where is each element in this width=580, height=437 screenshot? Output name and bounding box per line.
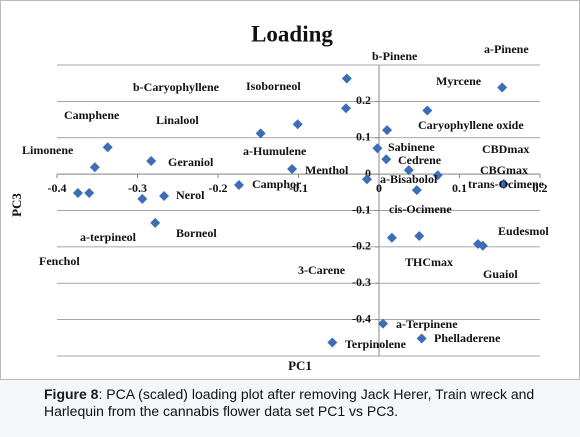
y-axis-label: PC3 (9, 193, 24, 217)
point-label: b-Caryophyllene (133, 80, 220, 94)
point-label: Linalool (156, 113, 199, 127)
point-label: Myrcene (436, 74, 482, 88)
y-tick-label: 0 (365, 166, 371, 180)
point-label: Fenchol (39, 254, 80, 268)
point (327, 337, 338, 348)
point-label: a-Humulene (243, 144, 307, 158)
point-label: Terpinolene (345, 337, 407, 351)
y-tick-label: -0.4 (352, 311, 371, 325)
point (137, 193, 148, 204)
point (255, 128, 266, 139)
y-tick-label: -0.3 (352, 275, 371, 289)
point (381, 154, 392, 165)
point-label: Nerol (176, 188, 205, 202)
x-tick-label: -0.1 (289, 181, 308, 195)
chart: Loading PC1 PC3 -0.4 -0.3 -0.2 -0.1 0 0.1 0.2 -… (0, 0, 580, 380)
point (84, 188, 95, 199)
point-label: Camphene (64, 108, 120, 122)
point (72, 188, 83, 199)
point (378, 318, 389, 329)
x-tick-label: -0.2 (209, 181, 228, 195)
point-label: 3-Carene (298, 263, 346, 277)
point-label: Sabinene (388, 140, 435, 154)
point (340, 103, 351, 114)
point (416, 333, 427, 344)
y-tick-label: 0.1 (356, 130, 371, 144)
point-label: cis-Ocimene (389, 202, 452, 216)
y-tick-label: 0.2 (356, 93, 371, 107)
point (382, 125, 393, 136)
point (414, 230, 425, 241)
point (477, 240, 488, 251)
point-label: CBGmax (480, 163, 528, 177)
point (292, 119, 303, 130)
x-tick-label: -0.3 (128, 181, 147, 195)
x-tick-label: 0 (376, 181, 382, 195)
point-label: Limonene (22, 143, 74, 157)
point-label: a-terpineol (80, 230, 137, 244)
point-label: a-Bisabolol (380, 172, 438, 186)
caption-text: : PCA (scaled) loading plot after removi… (44, 386, 535, 419)
point-label: Phelladerene (434, 331, 501, 345)
point (498, 178, 509, 189)
caption: Figure 8: PCA (scaled) loading plot afte… (0, 380, 580, 437)
x-tick-label: -0.4 (48, 181, 67, 195)
point-label: Geraniol (168, 155, 214, 169)
point (432, 170, 443, 181)
point (497, 82, 508, 93)
point-label: Cedrene (398, 153, 442, 167)
chart-frame (0, 0, 580, 380)
point (89, 162, 100, 173)
point-label: Borneol (176, 226, 217, 240)
point-label: Camphor (252, 177, 302, 191)
point-label: trans-Ocimene (468, 177, 545, 191)
point-label: CBDmax (482, 142, 529, 156)
point (233, 180, 244, 191)
point (341, 73, 352, 84)
point (411, 185, 422, 196)
y-tick-label: -0.1 (352, 202, 371, 216)
point-label: Eudesmol (498, 224, 549, 238)
point (372, 143, 383, 154)
point-label: a-Terpinene (396, 317, 458, 331)
chart-title: Loading (251, 21, 333, 46)
caption-label: Figure 8 (44, 386, 99, 402)
point (386, 232, 397, 243)
point-label: Guaiol (483, 267, 518, 281)
x-tick-label: 0.2 (533, 181, 548, 195)
point-label: Menthol (305, 163, 349, 177)
point (403, 165, 414, 176)
y-tick-label: -0.2 (352, 239, 371, 253)
point (150, 217, 161, 228)
point-label: b-Pinene (372, 49, 418, 63)
x-axis-label: PC1 (288, 358, 312, 373)
point (159, 190, 170, 201)
point-label: Isoborneol (246, 79, 301, 93)
point (102, 142, 113, 153)
point (422, 105, 433, 116)
point (287, 164, 298, 175)
point-label: Caryophyllene oxide (418, 118, 524, 132)
point-label: THCmax (405, 255, 453, 269)
x-tick-label: 0.1 (452, 181, 467, 195)
point-label: a-Pinene (484, 42, 529, 56)
point (361, 174, 372, 185)
point (146, 156, 157, 167)
